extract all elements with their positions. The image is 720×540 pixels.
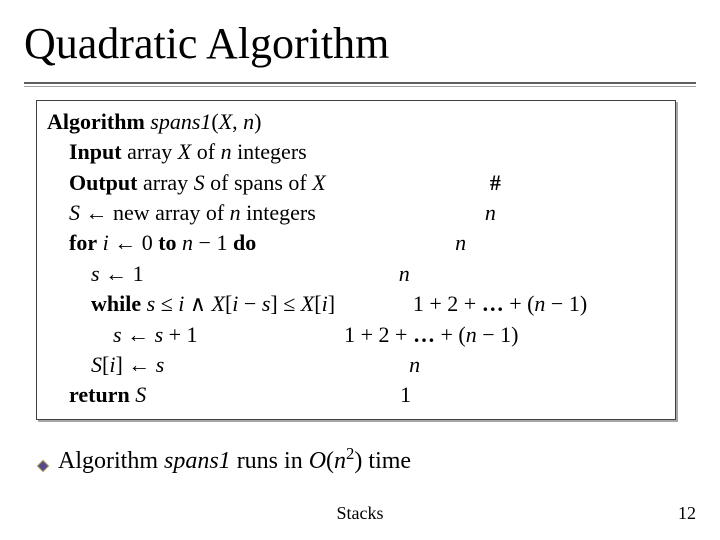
algo-left: Algorithm spans1(X, n) [47, 107, 262, 137]
algo-left: s ← 1 [47, 259, 144, 289]
algo-line: return S1 [47, 380, 665, 410]
algo-line: Output array S of spans of X# [47, 168, 665, 198]
title-rule-thick [24, 82, 696, 84]
algo-cost: 1 + 2 + … + (n − 1) [198, 320, 665, 350]
footer-title: Stacks [0, 503, 720, 524]
algo-cost: 1 + 2 + … + (n − 1) [335, 289, 665, 319]
algo-left: while s ≤ i ∧ X[i − s] ≤ X[i] [47, 289, 335, 319]
algo-left: Input array X of n integers [47, 137, 307, 167]
algorithm-listing: Algorithm spans1(X, n) Input array X of … [47, 107, 665, 411]
algo-left: Output array S of spans of X [47, 168, 326, 198]
diamond-icon [36, 453, 50, 467]
algo-line: while s ≤ i ∧ X[i − s] ≤ X[i]1 + 2 + … +… [47, 289, 665, 319]
summary-text: Algorithm spans1 runs in O(n2) time [58, 444, 411, 475]
algo-cost [307, 137, 665, 167]
title-rule-thin [24, 86, 696, 87]
algo-left: S ← new array of n integers [47, 198, 316, 228]
algo-cost: # [326, 168, 665, 198]
summary-bullet: Algorithm spans1 runs in O(n2) time [36, 444, 411, 475]
algo-left: S[i] ← s [47, 350, 164, 380]
algo-left: return S [47, 380, 146, 410]
algo-line: for i ← 0 to n − 1 don [47, 228, 665, 258]
algorithm-box: Algorithm spans1(X, n) Input array X of … [36, 100, 676, 420]
algo-line: Algorithm spans1(X, n) [47, 107, 665, 137]
algo-cost: n [164, 350, 665, 380]
algo-cost [262, 107, 666, 137]
page-number: 12 [678, 503, 696, 524]
algo-cost: n [256, 228, 665, 258]
algo-cost: 1 [146, 380, 665, 410]
algo-line: S ← new array of n integersn [47, 198, 665, 228]
algo-left: for i ← 0 to n − 1 do [47, 228, 256, 258]
algo-line: s ← 1n [47, 259, 665, 289]
algo-cost: n [316, 198, 665, 228]
algo-line: s ← s + 11 + 2 + … + (n − 1) [47, 320, 665, 350]
slide-title: Quadratic Algorithm [24, 18, 389, 69]
algo-cost: n [144, 259, 665, 289]
algo-left: s ← s + 1 [47, 320, 198, 350]
algo-line: Input array X of n integers [47, 137, 665, 167]
algo-line: S[i] ← sn [47, 350, 665, 380]
